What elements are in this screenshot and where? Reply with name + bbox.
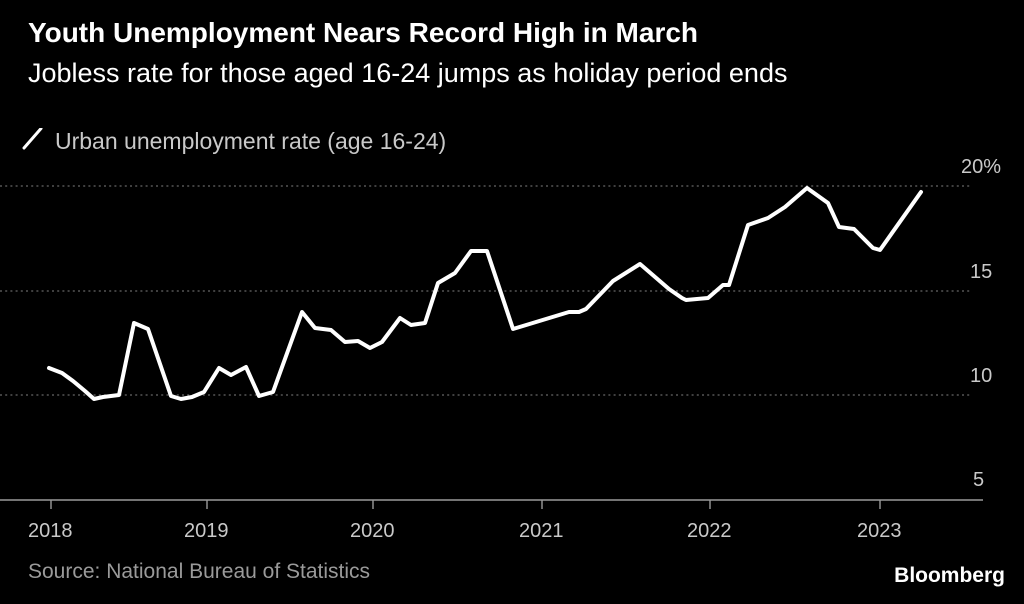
svg-text:2021: 2021 [519, 520, 564, 542]
svg-text:5: 5 [973, 469, 984, 491]
svg-text:2018: 2018 [28, 520, 73, 542]
svg-text:10: 10 [970, 365, 992, 387]
svg-text:2019: 2019 [184, 520, 229, 542]
svg-text:2020: 2020 [350, 520, 395, 542]
svg-text:2023: 2023 [857, 520, 902, 542]
svg-text:15: 15 [970, 261, 992, 283]
svg-text:20%: 20% [961, 156, 1001, 178]
svg-text:2022: 2022 [687, 520, 732, 542]
